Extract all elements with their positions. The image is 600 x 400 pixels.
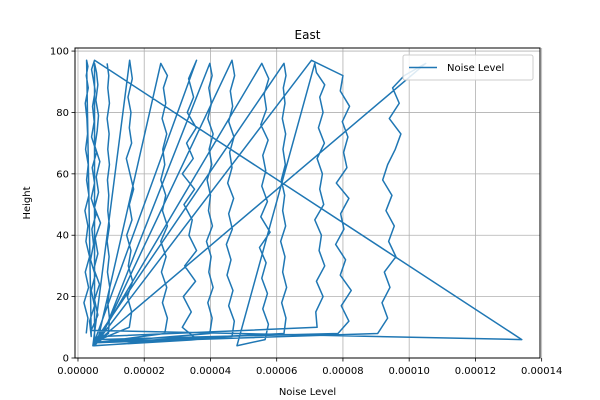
y-tick-label: 100 [50,47,69,58]
x-axis-title: Noise Level [279,387,336,398]
y-ticks: 0 20 40 60 80 100 [50,47,75,365]
x-tick-label: 0.00006 [256,366,297,377]
y-tick-label: 40 [56,231,69,242]
x-tick-label: 0.00004 [190,366,231,377]
series-line-noise-level [83,59,523,347]
y-tick-label: 0 [63,354,69,365]
legend-label: Noise Level [447,63,504,74]
chart-title: East [295,28,321,42]
y-tick-label: 60 [56,169,69,180]
y-tick-label: 20 [56,292,69,303]
x-ticks: 0.00000 0.00002 0.00004 0.00006 0.00008 0.000… [57,358,562,377]
y-tick-label: 80 [56,108,69,119]
x-tick-label: 0.00008 [322,366,363,377]
x-tick-label: 0.00012 [455,366,496,377]
series-layer [83,59,523,347]
plot-frame [74,47,541,359]
legend: Noise Level [402,54,534,81]
x-tick-label: 0.00002 [124,366,165,377]
y-axis-title: Height [22,186,33,219]
x-tick-label: 0.00010 [388,366,429,377]
x-tick-label: 0.00014 [521,366,562,377]
x-tick-label: 0.00000 [57,366,98,377]
legend-box [402,54,534,81]
